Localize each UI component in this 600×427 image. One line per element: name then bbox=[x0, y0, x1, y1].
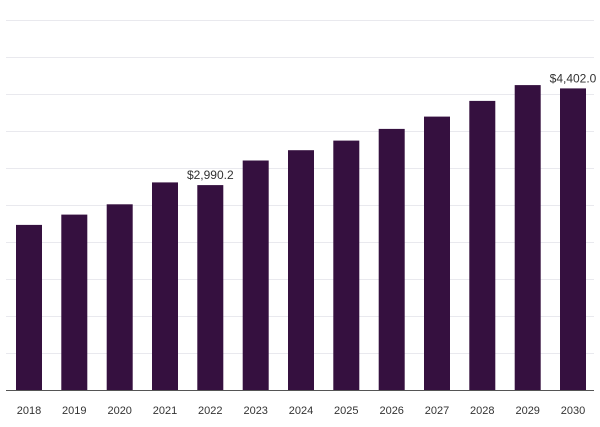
x-tick-label-2025: 2025 bbox=[334, 405, 358, 417]
x-tick-label-2026: 2026 bbox=[379, 405, 403, 417]
x-tick-label-2028: 2028 bbox=[470, 405, 494, 417]
data-label-2030: $4,402.0 bbox=[550, 71, 597, 85]
x-tick-label-2018: 2018 bbox=[17, 405, 41, 417]
x-tick-label-2023: 2023 bbox=[243, 405, 267, 417]
bar-2018 bbox=[16, 224, 42, 390]
bar-2024 bbox=[288, 150, 314, 390]
bar-2021 bbox=[152, 182, 178, 390]
bar-2030 bbox=[560, 88, 586, 391]
x-tick-label-2024: 2024 bbox=[289, 405, 313, 417]
bars bbox=[16, 85, 586, 391]
x-tick-label-2027: 2027 bbox=[425, 405, 449, 417]
x-tick-label-2020: 2020 bbox=[107, 405, 131, 417]
x-tick-labels: 2018 2019 2020 2021 2022 2023 2024 2025 2026 2027… bbox=[17, 405, 585, 417]
x-tick-label-2021: 2021 bbox=[153, 405, 177, 417]
bar-2025 bbox=[333, 140, 360, 390]
data-labels: $2,990.2 $4,402.0 bbox=[187, 71, 597, 182]
x-tick-label-2030: 2030 bbox=[561, 405, 585, 417]
bar-2028 bbox=[469, 100, 496, 391]
bar-2022 bbox=[197, 185, 224, 390]
x-tick-label-2022: 2022 bbox=[198, 405, 222, 417]
bar-2026 bbox=[378, 128, 405, 390]
bar-2027 bbox=[424, 116, 450, 390]
bar-2023 bbox=[242, 160, 269, 390]
bar-2020 bbox=[106, 204, 133, 390]
x-tick-label-2019: 2019 bbox=[62, 405, 86, 417]
bar-2019 bbox=[61, 214, 88, 390]
data-label-2022: $2,990.2 bbox=[187, 168, 234, 182]
x-tick-label-2029: 2029 bbox=[515, 405, 539, 417]
bar-2029 bbox=[514, 85, 541, 390]
